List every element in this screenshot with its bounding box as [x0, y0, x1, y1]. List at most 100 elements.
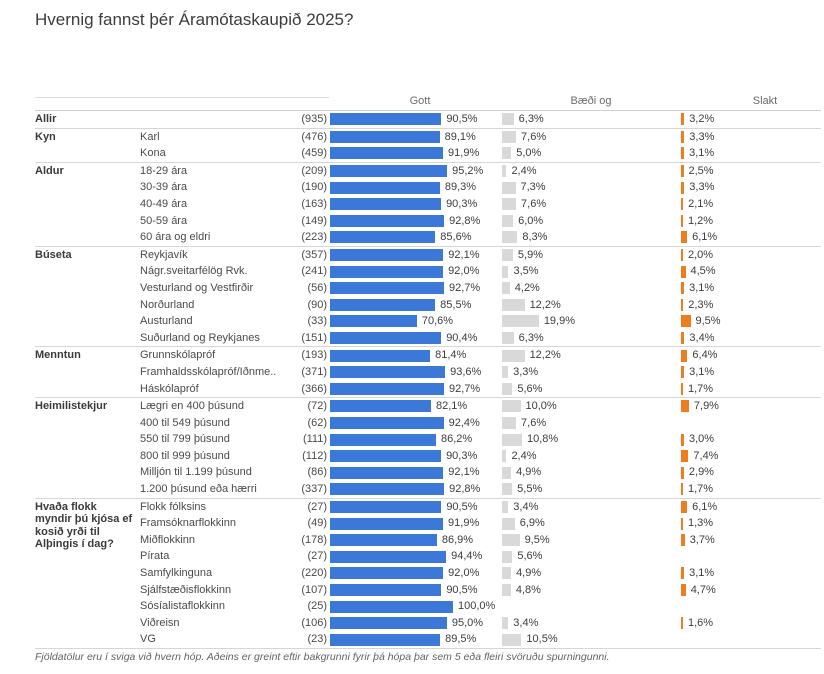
bar-gott[interactable]	[330, 315, 417, 328]
bar-gott[interactable]	[330, 298, 436, 311]
bar-baedi-og[interactable]	[502, 534, 520, 547]
bar-baedi-og[interactable]	[502, 214, 514, 227]
bar-slakt[interactable]	[681, 165, 684, 178]
bar-baedi-og[interactable]	[502, 298, 525, 311]
bar-baedi-og[interactable]	[502, 633, 522, 646]
bar-slakt[interactable]	[681, 517, 683, 530]
bar-slakt[interactable]	[681, 298, 684, 311]
bar-baedi-og[interactable]	[502, 583, 511, 596]
bar-gott[interactable]	[330, 181, 440, 194]
bar-slakt[interactable]	[681, 400, 689, 413]
bar-slakt[interactable]	[681, 534, 685, 547]
bar-slakt[interactable]	[681, 282, 685, 295]
table-row: Framsóknarflokkinn (49) 91,9% 6,9% 1,3%	[35, 515, 821, 532]
value-gott: 82,1%	[435, 400, 468, 413]
bar-gott[interactable]	[330, 282, 445, 295]
bar-slakt[interactable]	[681, 466, 684, 479]
value-slakt: 3,2%	[689, 113, 715, 125]
bar-gott[interactable]	[330, 550, 447, 563]
bar-gott[interactable]	[330, 231, 436, 244]
bar-gott[interactable]	[330, 450, 442, 463]
bar-slakt[interactable]	[681, 181, 685, 194]
bar-gott[interactable]	[330, 534, 437, 547]
bar-gott[interactable]	[330, 483, 445, 496]
bar-baedi-og[interactable]	[502, 130, 517, 143]
bar-baedi-og[interactable]	[502, 483, 513, 496]
bar-baedi-og[interactable]	[502, 617, 509, 630]
bar-baedi-og[interactable]	[502, 147, 512, 160]
bar-baedi-og[interactable]	[502, 165, 507, 178]
bar-gott[interactable]	[330, 249, 444, 262]
bar-baedi-og[interactable]	[502, 315, 539, 328]
bar-baedi-og[interactable]	[502, 249, 513, 262]
bar-slakt[interactable]	[681, 113, 685, 126]
bar-slakt[interactable]	[681, 433, 684, 446]
bar-gott[interactable]	[330, 517, 444, 530]
bar-baedi-og[interactable]	[502, 349, 525, 362]
bar-slakt[interactable]	[681, 315, 691, 328]
bar-baedi-og[interactable]	[502, 550, 513, 563]
bar-gott[interactable]	[330, 567, 444, 580]
row-label: 1.200 þúsund eða hærri	[140, 483, 257, 496]
bar-gott[interactable]	[330, 400, 431, 413]
bar-slakt[interactable]	[681, 617, 683, 630]
value-baedi-og: 5,9%	[517, 248, 543, 261]
bar-gott[interactable]	[330, 500, 442, 513]
bar-baedi-og[interactable]	[502, 416, 517, 429]
bar-gott[interactable]	[330, 466, 444, 479]
bar-slakt[interactable]	[681, 349, 688, 362]
bar-gott[interactable]	[330, 366, 446, 379]
bar-gott[interactable]	[330, 130, 440, 143]
bar-slakt[interactable]	[681, 265, 686, 278]
bar-baedi-og[interactable]	[502, 198, 517, 211]
bar-baedi-og[interactable]	[502, 265, 509, 278]
bar-baedi-og[interactable]	[502, 500, 509, 513]
bar-gott[interactable]	[330, 600, 453, 613]
bar-gott[interactable]	[330, 349, 431, 362]
bar-baedi-og[interactable]	[502, 231, 518, 244]
value-slakt: 6,1%	[692, 500, 718, 513]
bar-slakt[interactable]	[681, 332, 685, 345]
bar-gott[interactable]	[330, 583, 442, 596]
bar-gott[interactable]	[330, 165, 448, 178]
bar-slakt[interactable]	[681, 147, 685, 160]
bar-gott[interactable]	[330, 617, 447, 630]
bar-slakt[interactable]	[681, 249, 683, 262]
bar-slakt[interactable]	[681, 583, 686, 596]
bar-gott[interactable]	[330, 416, 444, 429]
bar-slakt[interactable]	[681, 567, 685, 580]
bar-gott[interactable]	[330, 198, 442, 211]
bar-gott[interactable]	[330, 633, 441, 646]
bar-baedi-og[interactable]	[502, 433, 522, 446]
bar-baedi-og[interactable]	[502, 366, 509, 379]
bar-baedi-og[interactable]	[502, 332, 514, 345]
bar-slakt[interactable]	[681, 450, 689, 463]
bar-gott[interactable]	[330, 113, 442, 126]
bar-baedi-og[interactable]	[502, 517, 515, 530]
table-row: 60 ára og eldri (223) 85,6% 8,3% 6,1%	[35, 229, 821, 246]
bar-gott[interactable]	[330, 433, 437, 446]
row-label: Reykjavík	[140, 248, 188, 261]
bar-gott[interactable]	[330, 332, 442, 345]
bar-gott[interactable]	[330, 265, 444, 278]
bar-slakt[interactable]	[681, 130, 685, 143]
bar-baedi-og[interactable]	[502, 382, 513, 395]
bar-baedi-og[interactable]	[502, 400, 521, 413]
bar-slakt[interactable]	[681, 366, 685, 379]
bar-slakt[interactable]	[681, 214, 683, 227]
bar-slakt[interactable]	[681, 231, 688, 244]
bar-slakt[interactable]	[681, 500, 688, 513]
bar-baedi-og[interactable]	[502, 181, 516, 194]
bar-slakt[interactable]	[681, 198, 684, 211]
row-label: Pírata	[140, 550, 170, 563]
bar-baedi-og[interactable]	[502, 113, 514, 126]
bar-slakt[interactable]	[681, 483, 683, 496]
bar-gott[interactable]	[330, 214, 445, 227]
bar-baedi-og[interactable]	[502, 282, 510, 295]
bar-slakt[interactable]	[681, 382, 683, 395]
bar-gott[interactable]	[330, 147, 444, 160]
bar-baedi-og[interactable]	[502, 466, 512, 479]
bar-baedi-og[interactable]	[502, 450, 507, 463]
bar-gott[interactable]	[330, 382, 445, 395]
bar-baedi-og[interactable]	[502, 567, 512, 580]
